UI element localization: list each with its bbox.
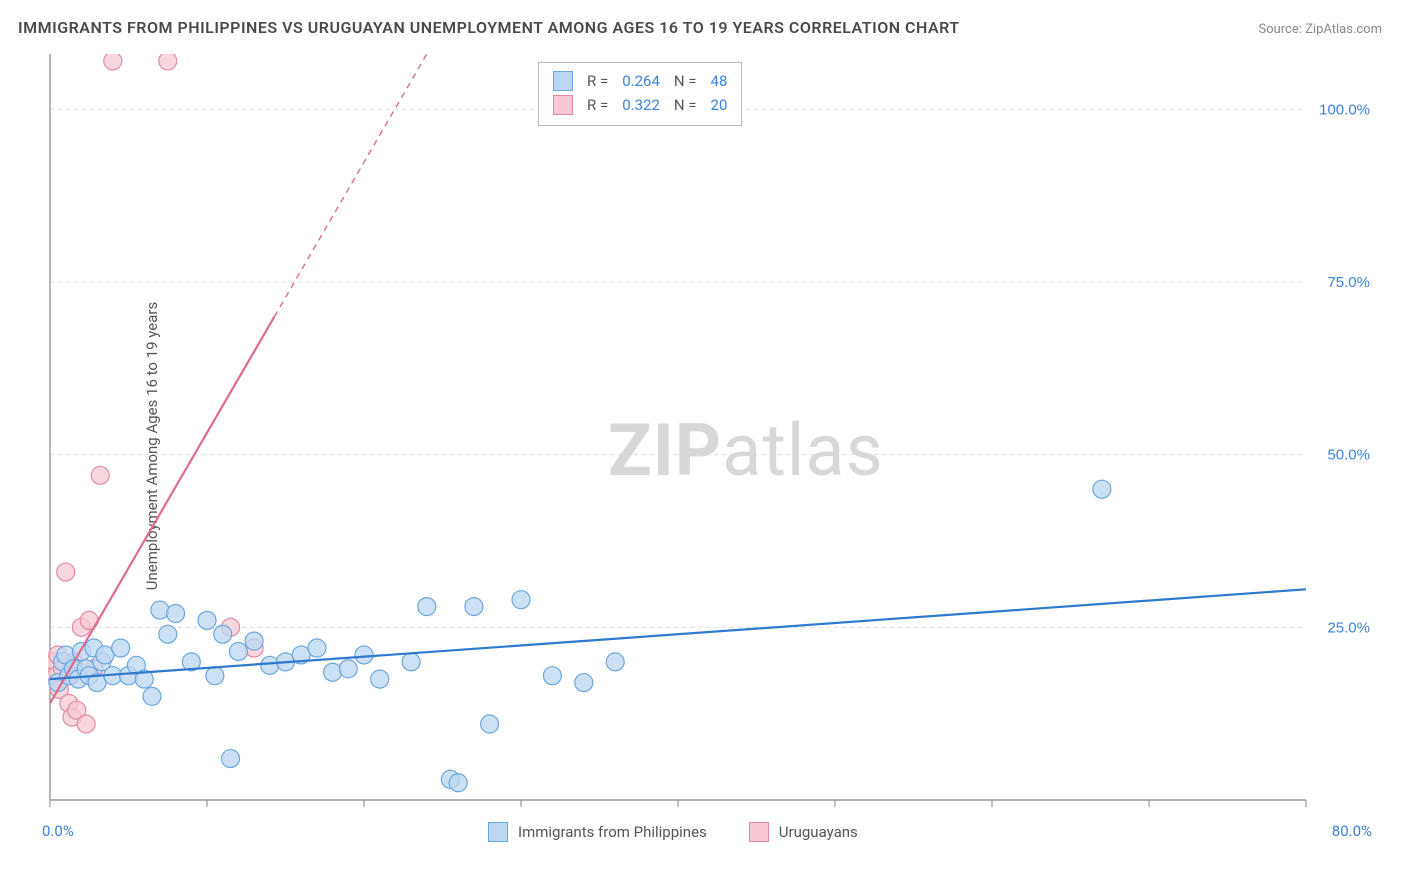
- svg-text:25.0%: 25.0%: [1327, 619, 1370, 636]
- r-label-2: R =: [587, 96, 608, 114]
- x-axis-max-label: 80.0%: [1332, 822, 1372, 840]
- n-label-1: N =: [674, 72, 697, 90]
- n-value-1: 48: [711, 72, 728, 90]
- source-attribution: Source: ZipAtlas.com: [1258, 22, 1382, 37]
- chart-title: IMMIGRANTS FROM PHILIPPINES VS URUGUAYAN…: [18, 18, 960, 37]
- r-label-1: R =: [587, 72, 608, 90]
- legend-label-2: Uruguayans: [779, 823, 858, 841]
- swatch-philippines: [553, 71, 573, 91]
- legend-row-1: R = 0.264 N = 48: [553, 69, 727, 93]
- swatch-uruguayans-b: [749, 822, 769, 842]
- legend-row-2: R = 0.322 N = 20: [553, 93, 727, 117]
- legend-label-1: Immigrants from Philippines: [518, 823, 707, 841]
- svg-text:100.0%: 100.0%: [1319, 101, 1370, 118]
- x-axis-min-label: 0.0%: [42, 822, 74, 840]
- swatch-philippines-b: [488, 822, 508, 842]
- n-label-2: N =: [674, 96, 697, 114]
- scatter-chart: 25.0% 50.0% 75.0% 100.0%: [48, 54, 1376, 844]
- svg-text:75.0%: 75.0%: [1327, 274, 1370, 291]
- plot-area: 25.0%50.0%75.0%100.0% ZIPatlas R = 0.264…: [48, 54, 1376, 844]
- correlation-legend: R = 0.264 N = 48 R = 0.322 N = 20: [538, 62, 742, 126]
- r-value-2: 0.322: [622, 96, 660, 114]
- n-value-2: 20: [711, 96, 728, 114]
- series-legend: Immigrants from Philippines Uruguayans: [488, 822, 858, 842]
- swatch-uruguayans: [553, 95, 573, 115]
- svg-text:50.0%: 50.0%: [1327, 447, 1370, 464]
- r-value-1: 0.264: [622, 72, 660, 90]
